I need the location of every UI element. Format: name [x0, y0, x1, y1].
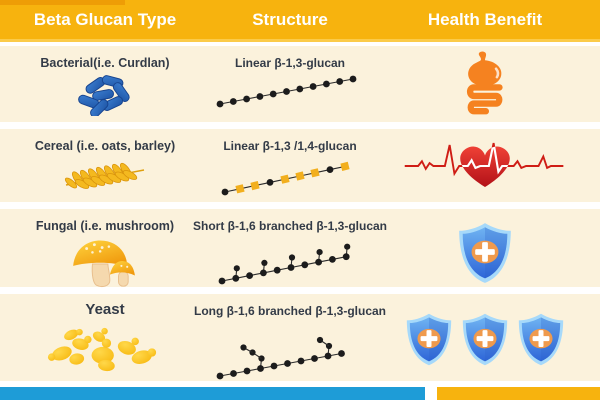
row-cereal: Cereal (i.e. oats, barley) — [0, 129, 600, 202]
row-yeast: Yeast — [0, 294, 600, 381]
shield-cross-icon — [370, 209, 600, 296]
header-corner-accent — [0, 0, 125, 5]
table-header: Beta Glucan Type Structure Health Benefi… — [0, 0, 600, 42]
mixed-linkage-chain — [221, 161, 350, 196]
heart-ekg-icon — [404, 142, 564, 187]
bacteria-icon — [74, 72, 136, 121]
footer-bar-yellow — [437, 387, 600, 400]
type-label: Yeast — [85, 301, 125, 318]
structure-label: Linear β-1,3-glucan — [234, 56, 345, 70]
column-header-type: Beta Glucan Type — [33, 9, 177, 29]
column-header-structure: Structure — [252, 9, 328, 29]
row-fungal: Fungal (i.e. mushroom) Sh — [0, 209, 600, 287]
long-branched-chain — [216, 336, 345, 380]
shield-cross-icons — [370, 294, 600, 384]
footer-bar-blue — [0, 387, 425, 400]
structure-label: Long β-1,6 branched β-1,3-glucan — [194, 304, 387, 318]
mushroom-icon — [65, 235, 145, 296]
yeast-icon — [43, 320, 168, 377]
type-label: Bacterial(i.e. Curdlan) — [40, 56, 170, 70]
wheat-icon — [62, 155, 148, 200]
structure-label: Short β-1,6 branched β-1,3-glucan — [193, 219, 388, 233]
short-branched-chain — [218, 243, 351, 285]
linear-glucan-chain — [216, 75, 357, 108]
structure-label: Linear β-1,3 /1,4-glucan — [223, 139, 357, 153]
row-bacterial: Bacterial(i.e. Curdlan) Linear β-1,3-gl — [0, 46, 600, 122]
column-header-benefit: Health Benefit — [427, 9, 543, 29]
digestive-tract-icon — [466, 51, 503, 115]
type-label: Cereal (i.e. oats, barley) — [34, 139, 176, 153]
type-label: Fungal (i.e. mushroom) — [35, 219, 175, 233]
